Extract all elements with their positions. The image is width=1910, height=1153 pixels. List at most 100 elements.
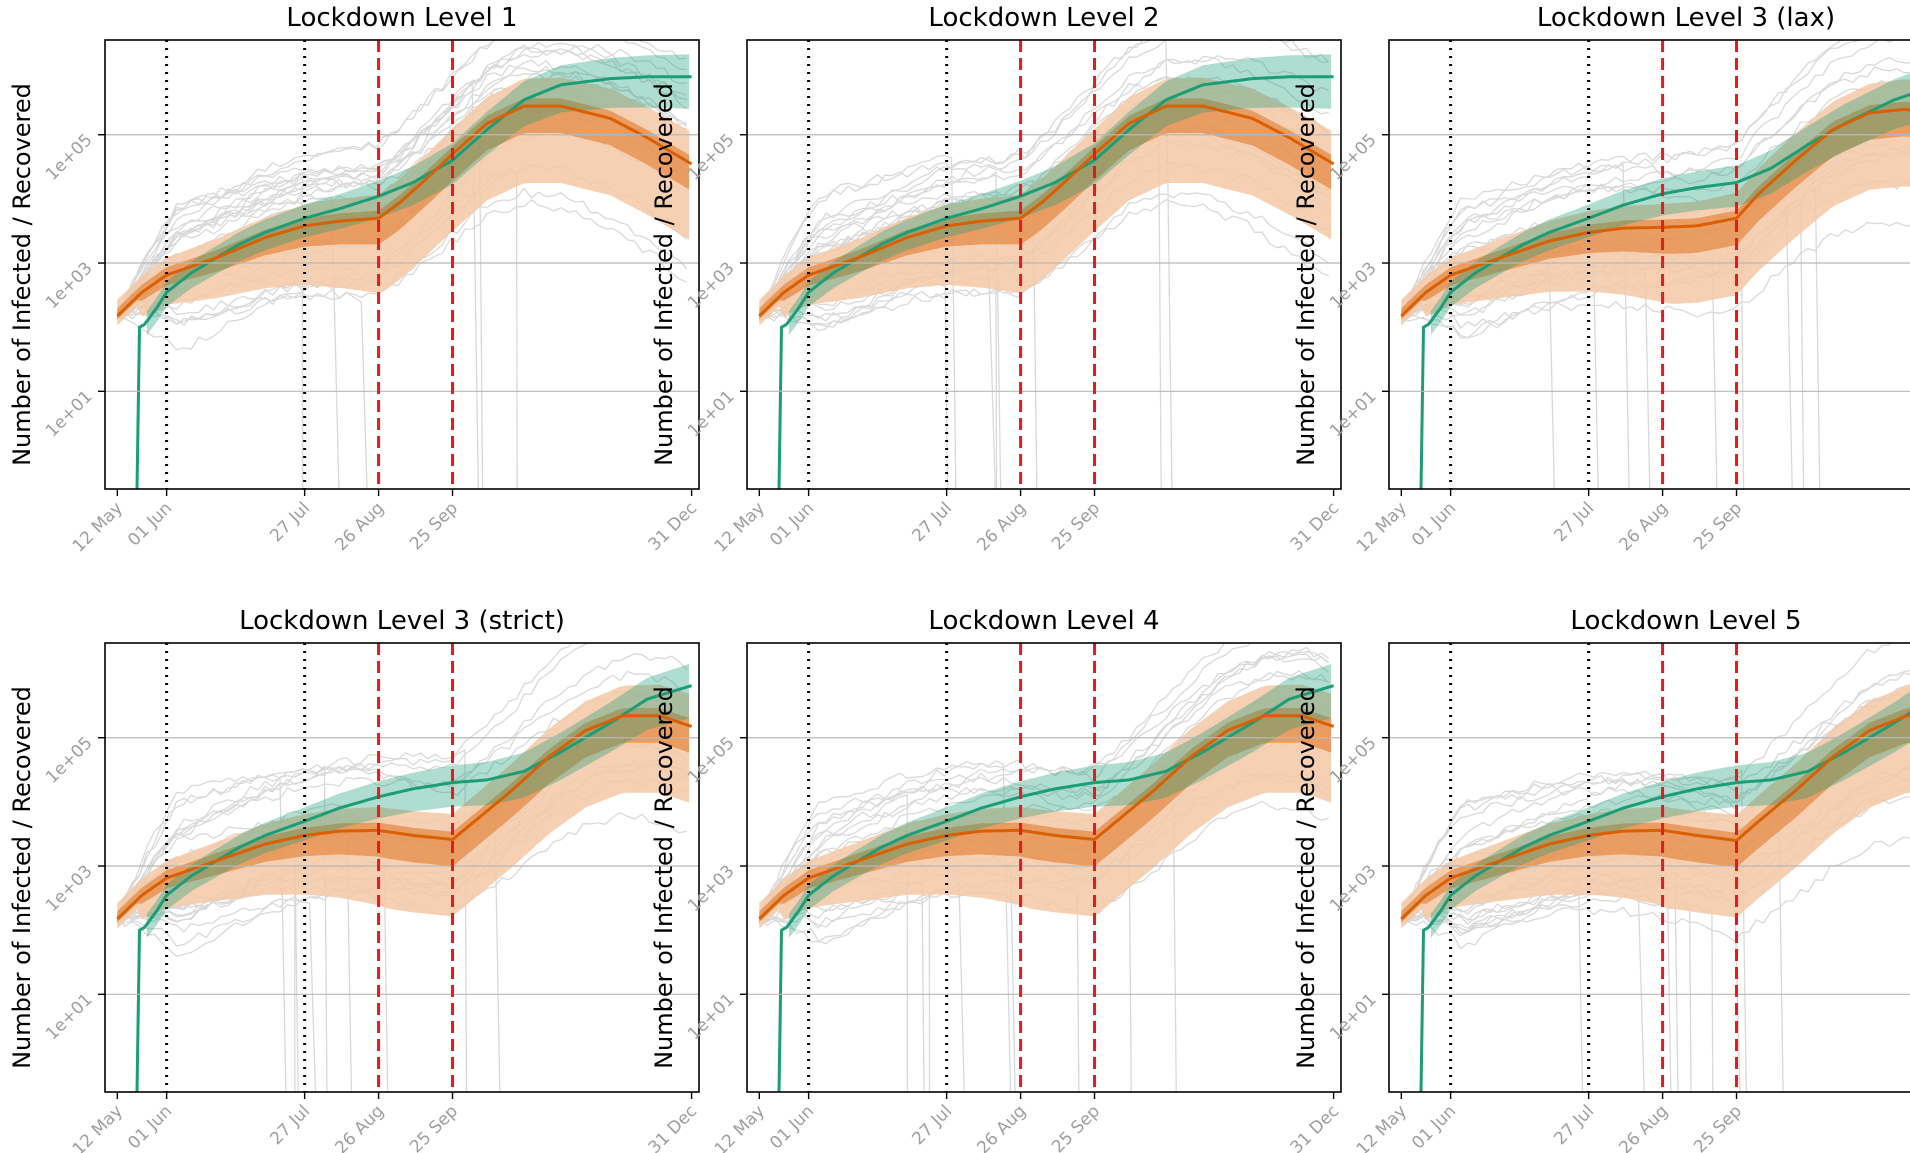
y-tick-label: 1e+01 bbox=[684, 990, 739, 1045]
infected-median-line bbox=[116, 104, 693, 317]
infected-band-outer bbox=[1401, 79, 1910, 326]
trajectory-line bbox=[116, 643, 590, 918]
recovered-band bbox=[146, 664, 690, 938]
infected-band-inner bbox=[117, 708, 690, 923]
trajectory-line bbox=[116, 67, 687, 317]
panel-5: Lockdown Level 4 Number of Infected / Rec… bbox=[650, 606, 1343, 1153]
x-tick-label: 25 Sep bbox=[406, 498, 462, 554]
recovered-band bbox=[1430, 73, 1910, 335]
recovered-median-line bbox=[777, 75, 1334, 489]
trajectory-line bbox=[758, 40, 1329, 319]
trajectory-line bbox=[116, 40, 687, 318]
recovered-band bbox=[146, 54, 690, 336]
x-tick-label: 12 May bbox=[1353, 1101, 1411, 1153]
y-tick-label: 1e+03 bbox=[1326, 861, 1381, 916]
trajectory-line bbox=[1401, 836, 1910, 942]
recovered-band bbox=[788, 664, 1332, 938]
panel-6: Lockdown Level 5 Number of Infected / Rec… bbox=[1292, 606, 1910, 1153]
x-tick-label: 26 Aug bbox=[331, 498, 388, 555]
trajectory-line bbox=[758, 55, 1329, 319]
infected-band-inner bbox=[759, 708, 1332, 923]
trajectory-line bbox=[116, 49, 687, 318]
x-tick-label: 01 Jun bbox=[766, 498, 818, 550]
x-tick-label: 01 Jun bbox=[1408, 1101, 1460, 1153]
panel-title: Lockdown Level 5 bbox=[1570, 606, 1801, 636]
x-tick-label: 27 Jul bbox=[266, 498, 314, 546]
x-tick-label: 31 Dec bbox=[645, 498, 702, 555]
panel-title: Lockdown Level 1 bbox=[286, 3, 517, 33]
trajectory-line bbox=[758, 40, 1330, 320]
y-axis-label: Number of Infected / Recovered bbox=[8, 83, 36, 466]
panel-4: Lockdown Level 3 (strict) Number of Infec… bbox=[8, 606, 701, 1153]
recovered-median-line bbox=[777, 684, 1335, 1092]
y-tick-label: 1e+03 bbox=[684, 258, 739, 313]
x-tick-label: 27 Jul bbox=[908, 498, 956, 546]
trajectory-line bbox=[116, 653, 688, 923]
x-tick-label: 27 Jul bbox=[908, 1101, 956, 1149]
infected-band-inner bbox=[759, 98, 1332, 320]
x-tick-label: 27 Jul bbox=[266, 1101, 314, 1149]
axes-frame bbox=[104, 39, 700, 490]
y-tick-label: 1e+03 bbox=[42, 258, 97, 313]
axes-frame bbox=[746, 642, 1342, 1093]
x-tick-label: 27 Jul bbox=[1550, 498, 1598, 546]
infected-band-outer bbox=[117, 684, 690, 929]
y-tick-label: 1e+01 bbox=[42, 990, 97, 1045]
trajectory-line bbox=[1400, 40, 1844, 316]
panel-2: Lockdown Level 2 Number of Infected / Rec… bbox=[650, 3, 1343, 557]
y-tick-label: 1e+01 bbox=[1326, 387, 1381, 442]
x-tick-label: 12 May bbox=[711, 1101, 769, 1153]
y-tick-label: 1e+03 bbox=[42, 861, 97, 916]
panel-title: Lockdown Level 4 bbox=[928, 606, 1159, 636]
trajectory-line bbox=[1400, 221, 1910, 329]
trajectory-line bbox=[758, 643, 1251, 920]
panel-title: Lockdown Level 3 (strict) bbox=[239, 606, 565, 636]
infected-band-inner bbox=[1401, 101, 1910, 320]
trajectory-line bbox=[1400, 162, 1630, 489]
x-tick-label: 25 Sep bbox=[406, 1101, 462, 1153]
trajectory-line bbox=[1400, 66, 1910, 320]
y-tick-label: 1e+01 bbox=[1326, 990, 1381, 1045]
trajectory-line bbox=[758, 192, 1330, 328]
plot-area bbox=[116, 40, 693, 489]
panel-title: Lockdown Level 3 (lax) bbox=[1537, 3, 1835, 33]
infected-band-outer bbox=[1401, 685, 1910, 929]
y-tick-label: 1e+03 bbox=[1326, 258, 1381, 313]
y-axis-label: Number of Infected / Recovered bbox=[8, 686, 36, 1069]
y-tick-label: 1e+05 bbox=[42, 130, 97, 185]
axes-frame bbox=[1388, 642, 1910, 1093]
panel-1: Lockdown Level 1 Number of Infected / Rec… bbox=[8, 3, 701, 557]
x-tick-label: 01 Jun bbox=[1408, 498, 1460, 550]
y-tick-label: 1e+01 bbox=[42, 387, 97, 442]
x-tick-label: 25 Sep bbox=[1048, 498, 1104, 554]
x-tick-label: 26 Aug bbox=[973, 1101, 1030, 1153]
x-tick-label: 26 Aug bbox=[1615, 498, 1672, 555]
trajectory-line bbox=[1400, 56, 1910, 320]
infected-band-inner bbox=[117, 98, 690, 320]
x-tick-label: 25 Sep bbox=[1690, 498, 1746, 554]
trajectory-line bbox=[758, 653, 1330, 919]
x-tick-label: 31 Dec bbox=[1287, 498, 1344, 555]
trajectory-line bbox=[758, 170, 1002, 489]
trajectory-line bbox=[116, 670, 687, 920]
y-axis-label: Number of Infected / Recovered bbox=[1292, 83, 1320, 466]
infected-median-line bbox=[758, 104, 1335, 317]
y-axis-label: Number of Infected / Recovered bbox=[650, 686, 678, 1069]
plot-area bbox=[1400, 40, 1910, 489]
trajectory-line bbox=[758, 650, 1330, 921]
x-tick-label: 12 May bbox=[711, 498, 769, 556]
plot-area bbox=[758, 643, 1335, 1092]
y-tick-label: 1e+05 bbox=[1326, 733, 1381, 788]
infected-median-line bbox=[116, 714, 693, 920]
axes-frame bbox=[746, 39, 1342, 490]
panel-3: Lockdown Level 3 (lax) Number of Infected… bbox=[1292, 3, 1910, 557]
plot-area bbox=[758, 40, 1335, 489]
recovered-median-line bbox=[1419, 92, 1910, 489]
trajectory-line bbox=[1400, 669, 1910, 922]
panel-title: Lockdown Level 2 bbox=[928, 3, 1159, 33]
x-tick-label: 01 Jun bbox=[124, 1101, 176, 1153]
infected-median-line bbox=[758, 714, 1335, 920]
recovered-band bbox=[788, 54, 1332, 336]
axes-frame bbox=[104, 642, 700, 1093]
